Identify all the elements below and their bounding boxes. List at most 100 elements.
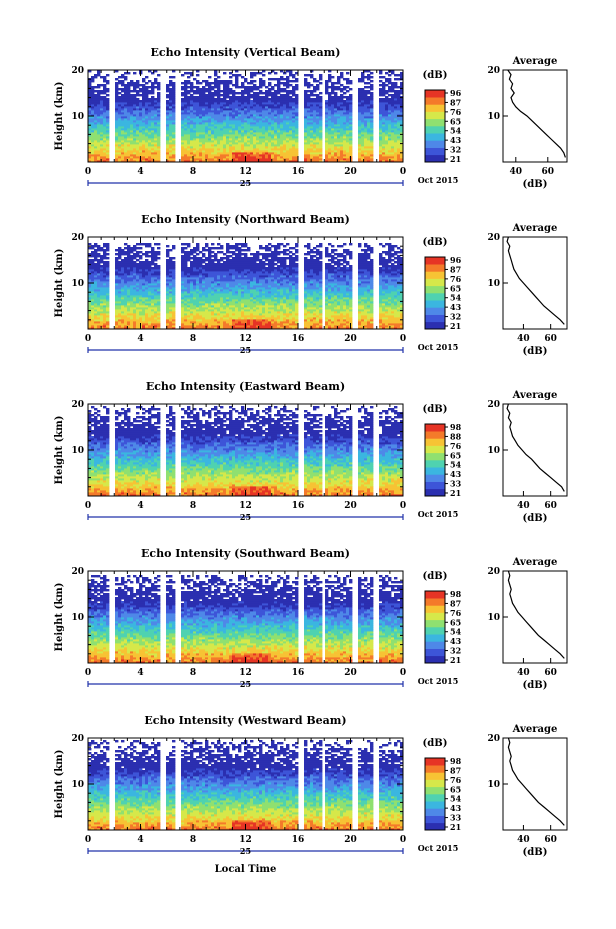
heatmap-cell: [142, 86, 146, 89]
x-tick-label: 20: [344, 167, 357, 177]
heatmap-cell: [238, 110, 242, 113]
heatmap-cell: [181, 74, 185, 77]
heatmap-cell: [166, 114, 170, 117]
heatmap-cell: [115, 150, 119, 153]
heatmap-cell: [208, 124, 212, 127]
heatmap-cell: [187, 136, 191, 139]
heatmap-cell: [130, 140, 134, 143]
heatmap-cell: [199, 134, 203, 137]
heatmap-cell: [151, 100, 155, 103]
heatmap-cell: [217, 82, 221, 85]
heatmap-cell: [283, 88, 287, 91]
heatmap-cell: [88, 112, 92, 115]
heatmap-cell: [208, 94, 212, 97]
heatmap-cell: [388, 86, 392, 89]
heatmap-cell: [169, 134, 173, 137]
heatmap-cell: [118, 140, 122, 143]
heatmap-cell: [241, 128, 245, 131]
heatmap-cell: [184, 104, 188, 107]
heatmap-cell: [211, 92, 215, 95]
heatmap-cell: [217, 92, 221, 95]
heatmap-cell: [229, 92, 233, 95]
heatmap-cell: [121, 114, 125, 117]
heatmap-cell: [127, 94, 131, 97]
heatmap-cell: [139, 150, 143, 153]
heatmap-cell: [304, 78, 308, 81]
heatmap-cell: [226, 106, 230, 109]
heatmap-cell: [106, 144, 110, 147]
heatmap-cell: [211, 124, 215, 127]
heatmap-cell: [241, 114, 245, 117]
heatmap-cell: [124, 104, 128, 107]
heatmap-cell: [334, 82, 338, 85]
heatmap-cell: [145, 251, 149, 254]
heatmap-cell: [106, 243, 110, 246]
heatmap-cell: [391, 82, 395, 85]
heatmap-cell: [328, 92, 332, 95]
heatmap-cell: [316, 94, 320, 97]
heatmap-cell: [145, 140, 149, 143]
heatmap-cell: [181, 142, 185, 145]
heatmap-cell: [370, 72, 374, 75]
heatmap-cell: [127, 108, 131, 111]
heatmap-cell: [202, 136, 206, 139]
heatmap-cell: [103, 261, 107, 264]
heatmap-cell: [166, 102, 170, 105]
heatmap-cell: [88, 243, 92, 246]
heatmap-cell: [151, 102, 155, 105]
heatmap-cell: [241, 130, 245, 133]
heatmap-cell: [154, 122, 158, 125]
heatmap-cell: [88, 92, 92, 95]
heatmap-cell: [172, 116, 176, 119]
heatmap-cell: [118, 247, 122, 250]
heatmap-cell: [154, 100, 158, 103]
heatmap-cell: [157, 158, 161, 161]
heatmap-cell: [148, 108, 152, 111]
heatmap-cell: [94, 100, 98, 103]
heatmap-cell: [97, 92, 101, 95]
heatmap-cell: [241, 140, 245, 143]
heatmap-cell: [211, 158, 215, 161]
heatmap-cell: [214, 152, 218, 155]
heatmap-cell: [241, 122, 245, 125]
heatmap-cell: [88, 88, 92, 91]
heatmap-cell: [208, 156, 212, 159]
heatmap-cell: [121, 259, 125, 262]
heatmap-cell: [184, 82, 188, 85]
heatmap-cell: [97, 158, 101, 161]
heatmap-cell: [151, 144, 155, 147]
heatmap-cell: [238, 146, 242, 149]
heatmap-cell: [229, 88, 233, 91]
heatmap-cell: [130, 84, 134, 87]
heatmap-cell: [100, 116, 104, 119]
heatmap-cell: [220, 102, 224, 105]
heatmap-cell: [103, 138, 107, 141]
heatmap-cell: [214, 116, 218, 119]
heatmap-cell: [208, 92, 212, 95]
heatmap-cell: [166, 94, 170, 97]
heatmap-cell: [220, 122, 224, 125]
heatmap-cell: [208, 150, 212, 153]
heatmap-cell: [97, 253, 101, 256]
heatmap-cell: [199, 156, 203, 159]
heatmap-cell: [211, 114, 215, 117]
heatmap-cell: [97, 152, 101, 155]
heatmap-cell: [94, 138, 98, 141]
heatmap-cell: [139, 138, 143, 141]
heatmap-cell: [106, 80, 110, 83]
heatmap-cell: [229, 98, 233, 101]
heatmap-cell: [253, 72, 257, 75]
heatmap-cell: [139, 110, 143, 113]
heatmap-cell: [136, 144, 140, 147]
heatmap-cell: [196, 158, 200, 161]
heatmap-cell: [115, 249, 119, 252]
heatmap-cell: [133, 130, 137, 133]
heatmap-cell: [91, 140, 95, 143]
heatmap-cell: [130, 148, 134, 151]
heatmap-cell: [226, 102, 230, 105]
heatmap-cell: [226, 156, 230, 159]
heatmap-cell: [190, 158, 194, 161]
heatmap-cell: [199, 96, 203, 99]
heatmap-cell: [130, 110, 134, 113]
heatmap-cell: [127, 120, 131, 123]
